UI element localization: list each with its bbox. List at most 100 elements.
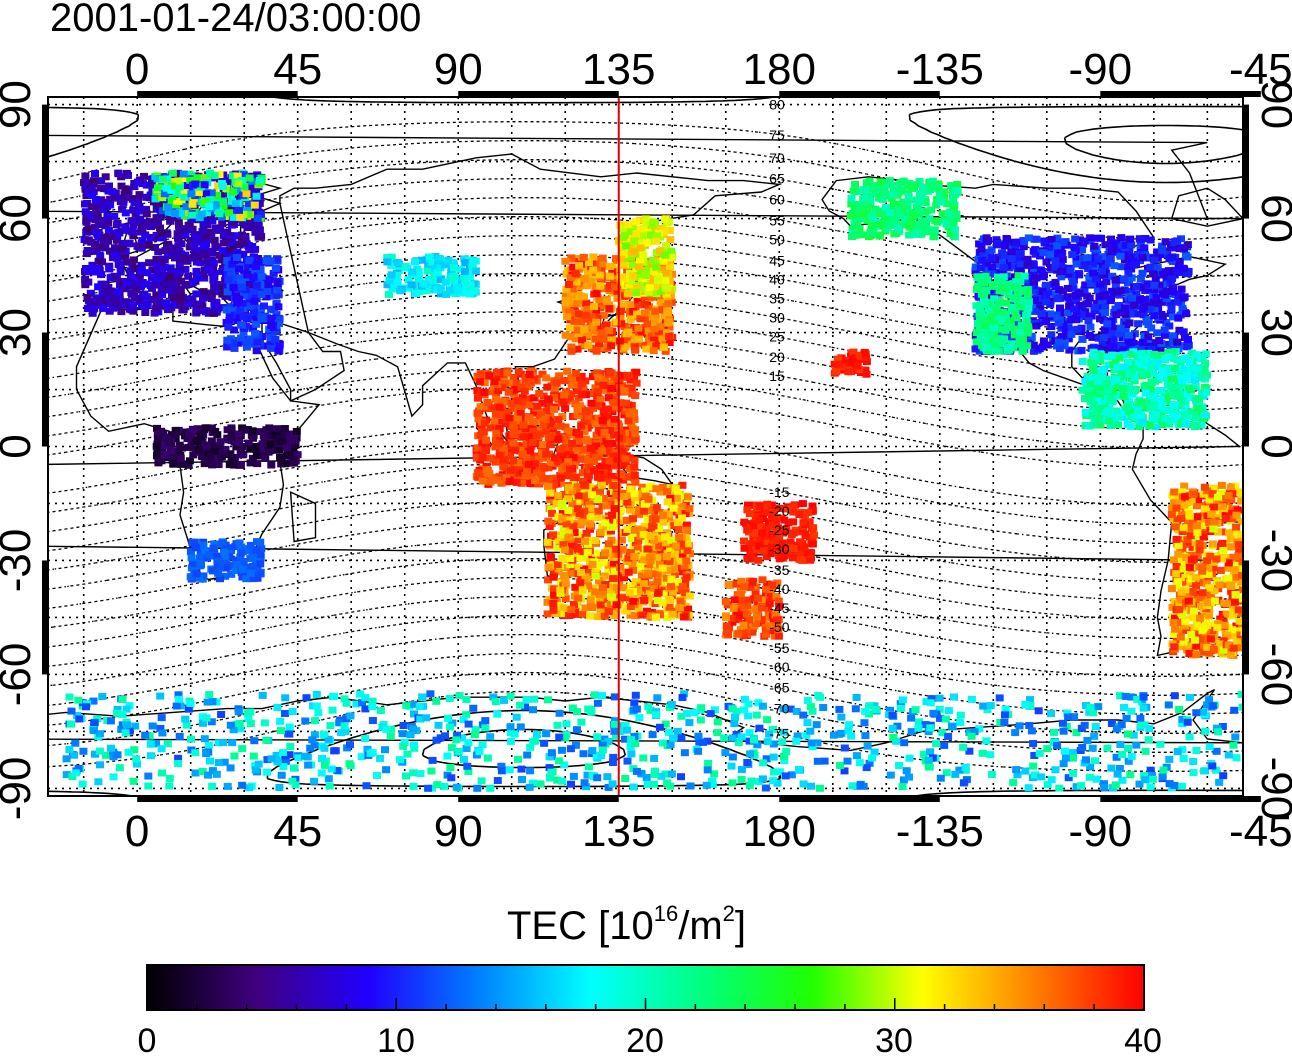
tec-cell (162, 299, 170, 306)
tec-cell (276, 316, 284, 323)
tec-cell (225, 209, 233, 216)
tec-cell (243, 271, 251, 278)
tec-cell (1041, 238, 1049, 245)
tec-cell (664, 320, 672, 327)
tec-cell (1133, 283, 1141, 290)
tec-cell (162, 247, 170, 254)
tec-cell (230, 284, 238, 291)
tec-cell (208, 290, 216, 297)
tec-cell (199, 307, 207, 314)
tec-cell (143, 293, 151, 300)
tec-cell (790, 502, 798, 509)
tec-cell (116, 262, 124, 269)
tec-cell (525, 414, 533, 421)
tec-cell (584, 438, 592, 445)
tec-cell (485, 372, 493, 379)
tec-cell (647, 533, 655, 540)
tec-cell (558, 500, 566, 507)
tec-cell (653, 504, 661, 511)
tec-cell (625, 569, 633, 576)
tec-cell (668, 576, 676, 583)
tec-cell (569, 522, 577, 529)
tec-cell (594, 613, 602, 620)
tec-cell (490, 418, 498, 425)
tec-cell (580, 481, 588, 488)
tec-cell (754, 595, 762, 602)
tec-cell (515, 368, 523, 375)
tec-cell (625, 418, 633, 425)
tec-cell (646, 284, 654, 291)
tec-cell (504, 370, 512, 377)
tec-cell (224, 276, 232, 283)
tec-cell (466, 291, 474, 298)
tec-cell (1110, 262, 1118, 269)
tec-cell (267, 306, 275, 313)
tec-cell (611, 505, 619, 512)
tec-cell (597, 529, 605, 536)
tec-cell (248, 243, 256, 250)
tec-cell (174, 252, 182, 259)
tec-cell (723, 629, 731, 636)
tec-cell (105, 265, 113, 272)
tec-cell (184, 273, 192, 280)
tec-cell (574, 546, 582, 553)
tec-cell (509, 431, 517, 438)
tec-cell (223, 337, 231, 344)
tec-cell (640, 597, 648, 604)
tec-cell (635, 336, 643, 343)
tec-cell (624, 329, 632, 336)
tec-cell (487, 455, 495, 462)
tec-cell (407, 281, 415, 288)
tec-cell (499, 464, 507, 471)
tec-cell (1150, 312, 1158, 319)
tec-cell (1128, 295, 1136, 302)
tec-cell (514, 397, 522, 404)
tec-cell (576, 579, 584, 586)
tec-cell (176, 226, 184, 233)
tec-cell (1182, 252, 1190, 259)
tec-cell (200, 242, 208, 249)
tec-cell (526, 447, 534, 454)
tec-cell (1084, 254, 1092, 261)
tec-cell (683, 574, 691, 581)
tec-cell (675, 534, 683, 541)
tec-cell (652, 238, 660, 245)
tec-cell (744, 526, 752, 533)
tec-cell (542, 374, 550, 381)
tec-cell (743, 555, 751, 562)
tec-cell (573, 300, 581, 307)
tec-cell (461, 259, 469, 266)
tec-cell (205, 203, 213, 210)
tec-cell (238, 284, 246, 291)
tec-cell (583, 576, 591, 583)
tec-cell (114, 288, 122, 295)
tec-cell (600, 336, 608, 343)
tec-cell (557, 423, 565, 430)
tec-cell (590, 468, 598, 475)
tec-cell (493, 369, 501, 376)
tec-cell (219, 198, 227, 205)
tec-cell (256, 177, 264, 184)
tec-cell (521, 388, 529, 395)
tec-cell (756, 503, 764, 510)
tec-cell (250, 298, 258, 305)
tec-cell (396, 287, 404, 294)
tec-cell (593, 348, 601, 355)
tec-cell (103, 212, 111, 219)
tec-cell (584, 549, 592, 556)
tec-cell (660, 344, 668, 351)
tec-cell (640, 580, 648, 587)
tec-cell (246, 175, 254, 182)
tec-cell (192, 236, 200, 243)
tec-cell (1139, 339, 1147, 346)
tec-cell (568, 440, 576, 447)
tec-cell (94, 283, 102, 290)
tec-cell (193, 268, 201, 275)
tec-cell (1008, 255, 1016, 262)
tec-cell (232, 293, 240, 300)
tec-cell (651, 308, 659, 315)
tec-cell (603, 298, 611, 305)
tec-cell (215, 210, 223, 217)
tec-cell (631, 490, 639, 497)
tec-cell (527, 380, 535, 387)
